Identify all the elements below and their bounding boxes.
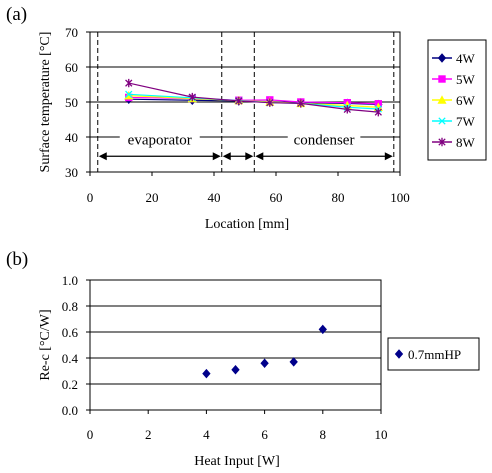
x-tick-label-a: 80 [332,190,345,205]
x-tick-label-a: 60 [270,190,283,205]
data-point-0.7mmHP [231,364,240,375]
x-tick-label-b: 10 [375,427,388,442]
y-tick-label-b: 0.0 [62,403,78,418]
y-tick-label-a: 70 [65,25,78,40]
x-tick-label-a: 100 [390,190,410,205]
legend-marker-5W [438,75,446,83]
data-point-0.7mmHP [202,368,211,379]
plot-area-b [89,279,382,411]
x-tick-label-b: 8 [320,427,327,442]
data-point-0.7mmHP [289,357,298,367]
region-arrowhead-left [255,152,264,161]
data-point-8W [374,107,382,117]
legend-b: 0.7mmHP [387,337,480,371]
legend-label: 5W [456,72,476,87]
region-arrowhead-left [222,152,231,161]
y-tick-label-b: 1.0 [62,273,78,288]
y-axis-label-a: Surface temperature [°C] [38,32,53,173]
x-tick-label-a: 40 [208,190,221,205]
legend-marker-0.7mmHP [394,349,404,359]
y-tick-label-a: 50 [65,95,78,110]
data-point-8W [125,78,133,88]
data-point-0.7mmHP [318,324,327,335]
region-label: condenser [294,133,355,149]
region-label-bg [287,130,361,148]
region-arrowhead-right [384,152,393,161]
legend-marker-7W [438,117,446,125]
data-point-8W [343,105,351,114]
legend-marker-4W [437,53,447,63]
region-arrowhead-right [245,152,254,161]
data-point-8W [297,99,305,108]
region-label-bg [119,130,200,148]
panel-label-b: (b) [6,249,28,270]
legend-label: 7W [456,114,476,129]
y-tick-label-b: 0.4 [62,351,79,366]
legend-a: 4W 5W 6W 7W 8W [427,39,487,161]
chart-a: (a) evaporator condenser 30 40 50 60 70 0 20 40… [6,4,487,232]
x-axis-label-a: Location [mm] [205,217,289,232]
data-point-7W [125,90,133,98]
panel-label-a: (a) [6,4,27,25]
y-tick-label-b: 0.8 [62,299,78,314]
y-axis-label-b: Re-c [°C/W] [38,309,53,380]
data-point-8W [188,92,196,102]
x-tick-label-b: 6 [261,427,268,442]
x-axis-label-b: Heat Input [W] [194,454,280,469]
legend-label: 4W [456,51,476,66]
x-tick-label-b: 2 [145,427,152,442]
region-label: evaporator [128,133,192,149]
y-tick-label-b: 0.6 [62,325,79,340]
legend-marker-6W [437,95,447,104]
x-tick-label-a: 20 [146,190,159,205]
y-tick-label-b: 0.2 [62,377,78,392]
y-tick-label-a: 60 [65,60,78,75]
legend-label: 8W [456,135,476,150]
x-tick-label-b: 4 [203,427,210,442]
data-point-0.7mmHP [260,358,269,368]
chart-b: (b) 0.0 0.2 0.4 0.6 0.8 1.0 0 2 4 6 8 10 Heat Inpu… [6,249,480,469]
data-point-8W [266,98,274,107]
x-tick-label-a: 0 [87,190,94,205]
data-point-8W [235,96,243,106]
series-line-5W [128,96,379,105]
y-tick-label-a: 30 [65,165,78,180]
y-tick-label-a: 40 [65,130,78,145]
legend-marker-8W [438,137,446,147]
legend-label: 0.7mmHP [408,347,461,362]
x-tick-label-b: 0 [87,427,94,442]
region-arrowhead-left [98,152,107,161]
legend-label: 6W [456,93,476,108]
region-arrowhead-right [212,152,221,161]
legend-box-b [387,337,480,371]
